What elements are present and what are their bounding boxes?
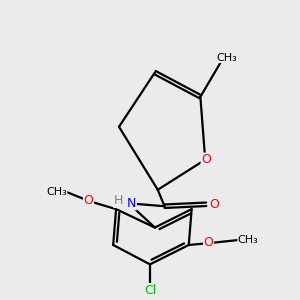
Text: CH₃: CH₃ xyxy=(238,235,259,245)
Text: Cl: Cl xyxy=(144,284,156,296)
Text: CH₃: CH₃ xyxy=(217,52,237,62)
Text: H: H xyxy=(114,194,123,208)
Text: O: O xyxy=(201,153,211,166)
Text: CH₃: CH₃ xyxy=(46,187,67,197)
Text: O: O xyxy=(209,198,219,211)
Text: N: N xyxy=(127,197,136,210)
Text: O: O xyxy=(83,194,93,207)
Text: O: O xyxy=(204,236,214,249)
